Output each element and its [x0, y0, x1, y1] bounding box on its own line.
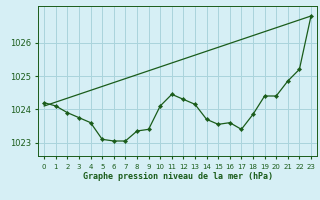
X-axis label: Graphe pression niveau de la mer (hPa): Graphe pression niveau de la mer (hPa): [83, 172, 273, 181]
